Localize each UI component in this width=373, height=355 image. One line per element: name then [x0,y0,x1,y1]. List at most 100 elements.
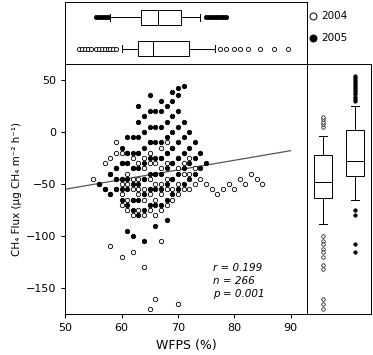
Point [119,197,125,202]
Point [141,264,147,270]
Point [175,93,181,98]
Point [147,186,153,192]
Point [169,186,175,192]
Point [130,134,136,140]
Point [153,223,159,229]
Point [141,192,147,197]
Point [130,186,136,192]
Point [119,145,125,151]
Point [158,124,164,130]
Point [237,176,243,182]
Point [119,160,125,166]
Point [141,155,147,161]
Point [153,171,159,176]
Point [169,197,175,202]
Point [175,181,181,187]
Point [141,239,147,244]
Point [130,197,136,202]
Point [147,192,153,197]
Point [135,150,141,155]
Point [164,165,170,171]
Point [124,228,130,234]
Point [153,202,159,208]
Point [124,207,130,213]
Point [192,165,198,171]
Point [141,176,147,182]
Point [124,181,130,187]
Point [169,160,175,166]
Point [119,186,125,192]
Point [96,181,102,187]
Point [119,254,125,260]
Point [130,150,136,155]
Point [164,186,170,192]
Point [135,186,141,192]
Point [169,192,175,197]
Point [119,181,125,187]
Point [130,233,136,239]
Text: 2004: 2004 [322,11,348,21]
Point [214,192,220,197]
Point [158,155,164,161]
Point [164,176,170,182]
Point [141,129,147,135]
Point [135,103,141,109]
Point [153,197,159,202]
Point [175,85,181,91]
Text: r = 0.199
n = 266
p = 0.001: r = 0.199 n = 266 p = 0.001 [213,263,264,299]
Point [175,171,181,176]
Point [113,186,119,192]
Point [130,197,136,202]
Point [135,197,141,202]
Point [141,165,147,171]
Point [107,171,113,176]
Point [158,192,164,197]
Point [124,186,130,192]
Point [169,98,175,104]
Point [158,155,164,161]
Point [113,176,119,182]
Point [164,202,170,208]
Point [164,197,170,202]
Point [135,165,141,171]
Point [107,192,113,197]
Point [119,202,125,208]
Point [113,140,119,145]
Point [181,181,186,187]
Point [175,155,181,161]
Point [153,160,159,166]
Point [141,160,147,166]
Point [158,140,164,145]
Point [169,145,175,151]
Point [130,249,136,255]
Point [197,176,203,182]
Point [153,171,159,176]
Point [203,181,209,187]
Point [153,155,159,161]
Point [153,124,159,130]
Point [175,155,181,161]
Point [169,145,175,151]
Point [181,171,186,176]
Point [209,186,215,192]
Point [259,181,265,187]
Point [186,160,192,166]
Bar [346,130,364,176]
Point [220,186,226,192]
Point [175,165,181,171]
Point [242,181,248,187]
Point [147,140,153,145]
Point [119,192,125,197]
Bar [141,10,181,25]
Point [181,119,186,124]
Point [130,165,136,171]
Point [158,98,164,104]
X-axis label: WFPS (%): WFPS (%) [156,339,217,352]
Point [158,202,164,208]
Point [124,171,130,176]
Point [96,181,102,187]
Point [147,306,153,312]
Point [248,171,254,176]
Point [158,207,164,213]
Text: 2005: 2005 [322,33,348,43]
